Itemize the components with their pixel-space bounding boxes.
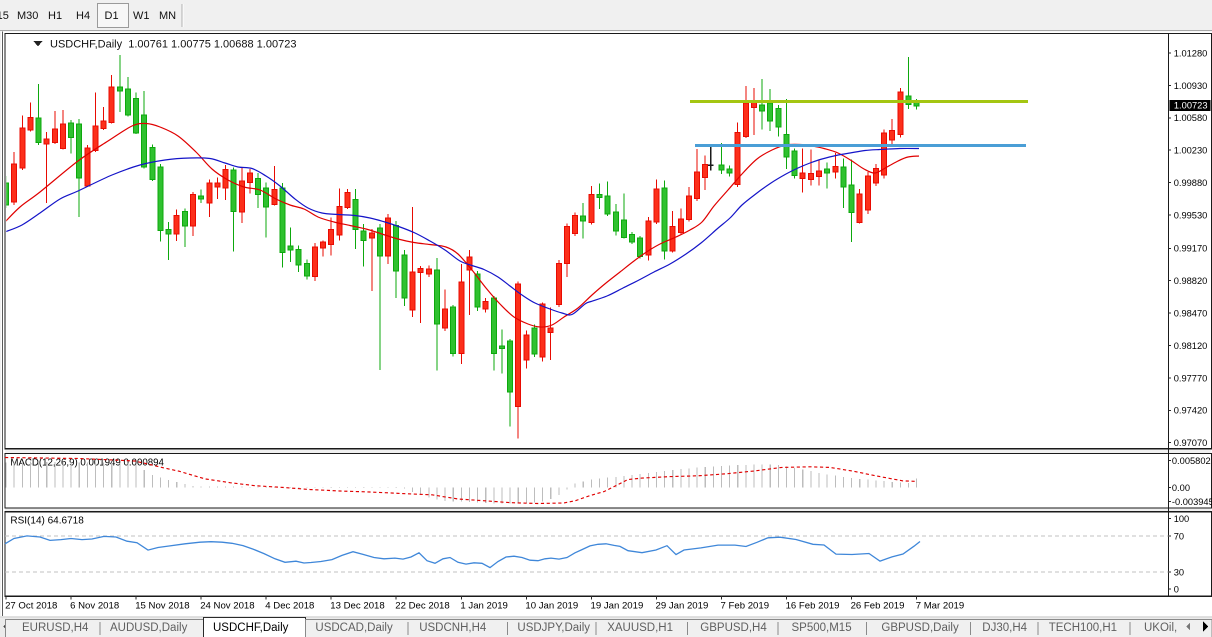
svg-text:AUDUSD,Daily: AUDUSD,Daily: [110, 622, 188, 634]
svg-text:13 Dec 2018: 13 Dec 2018: [330, 601, 384, 612]
svg-text:15 Nov 2018: 15 Nov 2018: [135, 601, 189, 612]
svg-text:GBPUSD,H4: GBPUSD,H4: [700, 622, 767, 634]
svg-text:EURUSD,H4: EURUSD,H4: [22, 622, 89, 634]
svg-text:GBPUSD,Daily: GBPUSD,Daily: [881, 622, 959, 634]
svg-text:7 Mar 2019: 7 Mar 2019: [916, 601, 965, 612]
svg-text:24 Nov 2018: 24 Nov 2018: [200, 601, 254, 612]
svg-text:30: 30: [1174, 567, 1184, 577]
svg-text:4 Dec 2018: 4 Dec 2018: [265, 601, 314, 612]
svg-text:0.99530: 0.99530: [1174, 210, 1208, 220]
svg-text:0: 0: [1174, 584, 1179, 594]
svg-text:1.00580: 1.00580: [1174, 113, 1208, 123]
svg-text:XAUUSD,H1: XAUUSD,H1: [607, 622, 673, 634]
svg-text:1.01280: 1.01280: [1174, 48, 1208, 58]
svg-text:D1: D1: [105, 10, 119, 22]
svg-text:0.97070: 0.97070: [1174, 438, 1208, 448]
svg-text:7 Feb 2019: 7 Feb 2019: [721, 601, 770, 612]
svg-text:6 Nov 2018: 6 Nov 2018: [70, 601, 119, 612]
svg-text:SP500,M15: SP500,M15: [792, 622, 852, 634]
svg-text:0.00: 0.00: [1172, 483, 1190, 493]
svg-text:UKOil,: UKOil,: [1144, 622, 1177, 634]
svg-text:M30: M30: [17, 10, 38, 22]
svg-text:0.005802: 0.005802: [1172, 456, 1211, 466]
svg-text:29 Jan 2019: 29 Jan 2019: [656, 601, 709, 612]
svg-text:26 Feb 2019: 26 Feb 2019: [851, 601, 905, 612]
svg-text:H1: H1: [48, 10, 62, 22]
svg-text:-0.003945: -0.003945: [1172, 497, 1212, 507]
svg-text:70: 70: [1174, 531, 1184, 541]
svg-text:16 Feb 2019: 16 Feb 2019: [786, 601, 840, 612]
svg-text:MN: MN: [159, 10, 176, 22]
svg-text:100: 100: [1174, 514, 1190, 524]
svg-text:W1: W1: [133, 10, 150, 22]
svg-text:10 Jan 2019: 10 Jan 2019: [525, 601, 578, 612]
svg-text:DJ30,H4: DJ30,H4: [982, 622, 1027, 634]
svg-text:1.00930: 1.00930: [1174, 81, 1208, 91]
svg-text:H4: H4: [76, 10, 90, 22]
svg-text:0.97770: 0.97770: [1174, 373, 1208, 383]
svg-text:0.99880: 0.99880: [1174, 178, 1208, 188]
svg-text:USDCHF,Daily: USDCHF,Daily: [213, 622, 289, 634]
svg-text:19 Jan 2019: 19 Jan 2019: [591, 601, 644, 612]
svg-text:0.98820: 0.98820: [1174, 276, 1208, 286]
svg-text:M15: M15: [0, 10, 9, 22]
svg-text:USDJPY,Daily: USDJPY,Daily: [517, 622, 590, 634]
svg-text:1 Jan 2019: 1 Jan 2019: [460, 601, 507, 612]
svg-text:27 Oct 2018: 27 Oct 2018: [5, 601, 57, 612]
svg-text:USDCHF,Daily 1.00761 1.00775: USDCHF,Daily 1.00761 1.00775 1.00688 1.0…: [50, 39, 296, 51]
svg-text:USDCNH,H4: USDCNH,H4: [419, 622, 487, 634]
svg-text:1.00230: 1.00230: [1174, 146, 1208, 156]
svg-text:0.98470: 0.98470: [1174, 309, 1208, 319]
svg-text:TECH100,H1: TECH100,H1: [1049, 622, 1117, 634]
svg-text:22 Dec 2018: 22 Dec 2018: [395, 601, 449, 612]
svg-text:0.99170: 0.99170: [1174, 244, 1208, 254]
svg-text:1.00723: 1.00723: [1174, 101, 1208, 111]
svg-text:0.98120: 0.98120: [1174, 341, 1208, 351]
svg-text:0.97420: 0.97420: [1174, 406, 1208, 416]
svg-text:USDCAD,Daily: USDCAD,Daily: [315, 622, 393, 634]
svg-text:RSI(14) 64.6718: RSI(14) 64.6718: [10, 516, 84, 527]
